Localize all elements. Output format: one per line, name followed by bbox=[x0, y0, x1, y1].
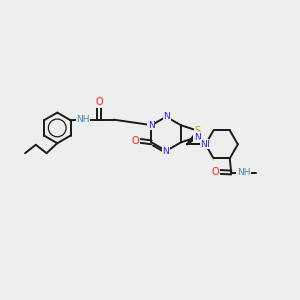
Text: N: N bbox=[201, 140, 207, 149]
Text: NH: NH bbox=[237, 168, 250, 177]
Text: N: N bbox=[148, 121, 155, 130]
Text: N: N bbox=[162, 147, 169, 156]
Text: N: N bbox=[194, 133, 201, 142]
Text: O: O bbox=[212, 167, 219, 177]
Text: NH: NH bbox=[76, 115, 90, 124]
Text: N: N bbox=[164, 112, 170, 121]
Text: N: N bbox=[202, 140, 209, 149]
Text: S: S bbox=[194, 125, 200, 136]
Text: O: O bbox=[132, 136, 140, 146]
Text: O: O bbox=[95, 97, 103, 107]
